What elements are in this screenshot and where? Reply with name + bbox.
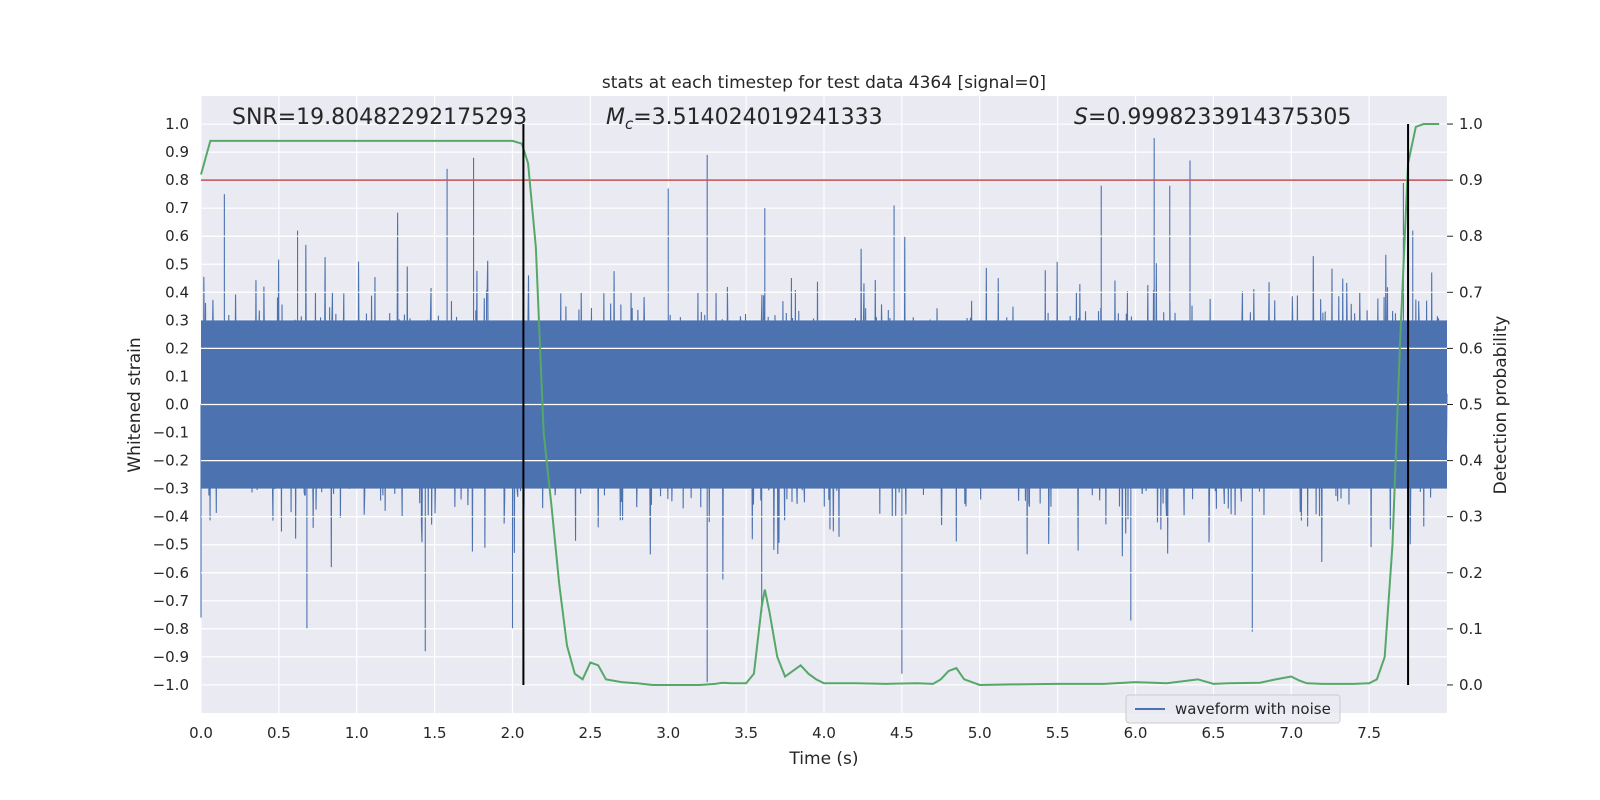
annotation-mc-symbol: M [606, 105, 625, 130]
annotation-mc: Mc=3.514024019241333 [606, 105, 883, 133]
y-right-tick-label: 0.2 [1459, 564, 1483, 582]
x-tick-label: 1.5 [423, 724, 447, 742]
y-right-tick-label: 0.3 [1459, 508, 1483, 526]
x-tick-label: 0.0 [189, 724, 213, 742]
y-left-axis-ticks: 1.0 0.9 0.8 0.7 0.6 0.5 0.4 0.3 0.2 0.1 0.0 −0.1 −0.… [153, 115, 189, 694]
x-tick-label: 3.0 [656, 724, 680, 742]
x-tick-label: 4.0 [812, 724, 836, 742]
y-left-tick-label: −1.0 [153, 676, 189, 694]
x-tick-label: 2.0 [501, 724, 525, 742]
y-left-tick-label: −0.9 [153, 648, 189, 666]
x-tick-label: 2.5 [578, 724, 602, 742]
legend-box [1125, 694, 1341, 724]
annotation-s: S=0.9998233914375305 [1074, 105, 1351, 130]
y-left-tick-label: 1.0 [165, 115, 189, 133]
y-right-tick-label: 0.6 [1459, 339, 1483, 357]
x-tick-label: 1.0 [345, 724, 369, 742]
x-tick-label: 7.5 [1357, 724, 1381, 742]
y-right-axis-ticks: 1.0 0.9 0.8 0.7 0.6 0.5 0.4 0.3 0.2 0.1 0.0 [1447, 115, 1483, 694]
y-left-tick-label: −0.4 [153, 508, 189, 526]
x-tick-label: 5.0 [968, 724, 992, 742]
y-left-tick-label: −0.3 [153, 480, 189, 498]
y-left-tick-label: −0.1 [153, 424, 189, 442]
y-left-tick-label: −0.6 [153, 564, 189, 582]
x-tick-label: 7.0 [1279, 724, 1303, 742]
y-left-tick-label: 0.5 [165, 255, 189, 273]
y-right-tick-label: 0.9 [1459, 171, 1483, 189]
y-left-tick-label: 0.2 [165, 339, 189, 357]
y-left-tick-label: −0.7 [153, 592, 189, 610]
x-tick-label: 6.5 [1201, 724, 1225, 742]
y-right-tick-label: 0.0 [1459, 676, 1483, 694]
x-axis-label: Time (s) [788, 749, 858, 769]
x-tick-label: 6.0 [1124, 724, 1148, 742]
x-tick-label: 0.5 [267, 724, 291, 742]
y-right-tick-label: 0.4 [1459, 452, 1483, 470]
legend-label-waveform: waveform with noise [1175, 700, 1331, 718]
annotation-snr: SNR=19.80482292175293 [232, 105, 527, 130]
y-right-tick-label: 1.0 [1459, 115, 1483, 133]
chart-title: stats at each timestep for test data 436… [602, 73, 1046, 93]
plot-area [200, 123, 1448, 686]
x-tick-label: 4.5 [890, 724, 914, 742]
y-left-tick-label: 0.0 [165, 396, 189, 414]
y-right-tick-label: 0.5 [1459, 396, 1483, 414]
y-left-tick-label: −0.2 [153, 452, 189, 470]
y-left-tick-label: 0.9 [165, 143, 189, 161]
x-tick-label: 5.5 [1046, 724, 1070, 742]
probability-line [200, 123, 1440, 686]
y-left-tick-label: 0.3 [165, 311, 189, 329]
legend: waveform with noise [1125, 694, 1341, 724]
x-tick-label: 3.5 [734, 724, 758, 742]
annotation-s-symbol: S [1074, 105, 1088, 130]
y-right-tick-label: 0.1 [1459, 620, 1483, 638]
annotation-s-value: =0.9998233914375305 [1088, 105, 1351, 130]
annotation-mc-value: =3.514024019241333 [633, 105, 882, 130]
y-left-tick-label: 0.8 [165, 171, 189, 189]
y-right-tick-label: 0.8 [1459, 227, 1483, 245]
y-left-tick-label: −0.5 [153, 536, 189, 554]
y-left-tick-label: 0.7 [165, 199, 189, 217]
annotation-mc-subscript: c [625, 115, 634, 133]
y-right-axis-label: Detection probability [1491, 316, 1511, 495]
y-left-tick-label: 0.6 [165, 227, 189, 245]
y-left-tick-label: 0.4 [165, 283, 189, 301]
y-left-tick-label: −0.8 [153, 620, 189, 638]
x-axis-ticks: 0.0 0.5 1.0 1.5 2.0 2.5 3.0 3.5 4.0 4.5 5.0 5.5 6.0 6… [189, 724, 1381, 742]
y-right-tick-label: 0.7 [1459, 283, 1483, 301]
y-left-tick-label: 0.1 [165, 367, 189, 385]
y-left-axis-label: Whitened strain [125, 337, 145, 472]
